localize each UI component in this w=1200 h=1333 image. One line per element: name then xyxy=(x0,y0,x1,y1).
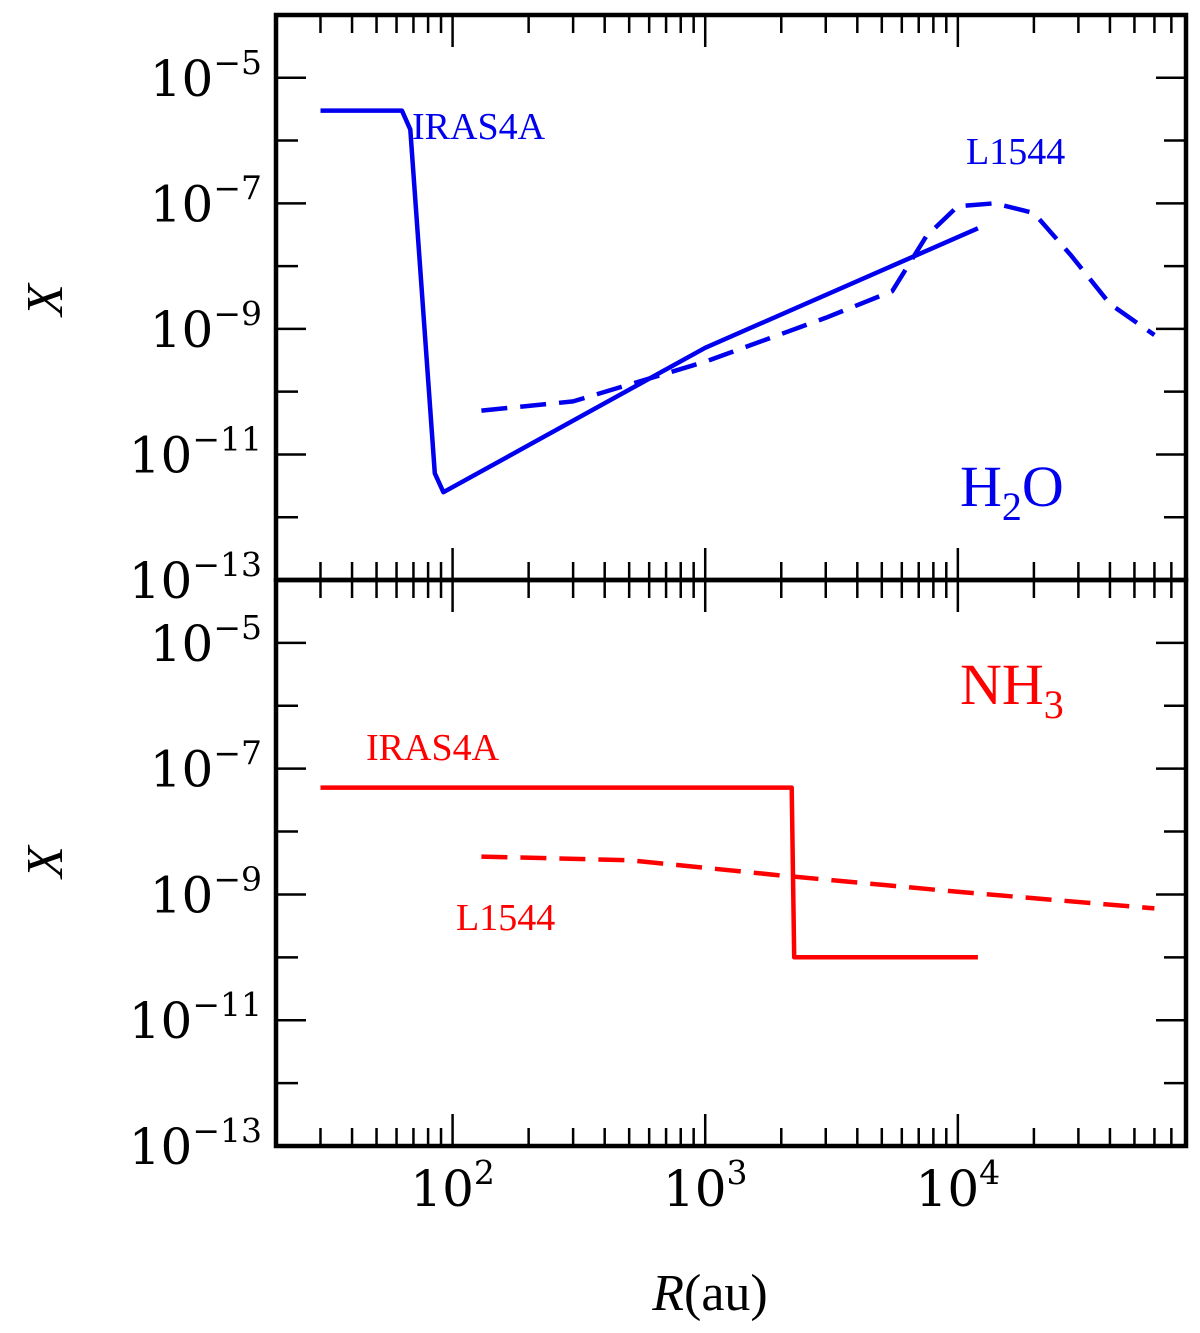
top-y-tick-label: 10−11 xyxy=(129,419,262,484)
nh3-l1544-label: L1544 xyxy=(456,897,555,939)
bottom-series-l1544 xyxy=(481,854,1155,911)
x-tick-label: 104 xyxy=(916,1153,1001,1218)
bottom-panel-series xyxy=(320,785,1155,960)
top-panel-series xyxy=(320,108,1156,495)
bottom-panel-y-tick-labels: 10−13 10−11 10−9 10−7 10−5 xyxy=(129,608,262,1176)
top-y-tick-label: 10−5 xyxy=(150,43,262,108)
h2o-species-label: H2O xyxy=(960,454,1064,529)
bottom-y-axis-label: X xyxy=(17,844,74,880)
nh3-iras4a-label: IRAS4A xyxy=(366,727,500,769)
h2o-iras4a-label: IRAS4A xyxy=(412,106,546,148)
x-axis-label: R(au) xyxy=(651,1265,767,1322)
top-y-tick-label: 10−13 xyxy=(129,545,262,610)
top-y-axis-label: X xyxy=(17,282,74,318)
bottom-panel-frame xyxy=(273,577,1189,1149)
bottom-series-iras4a xyxy=(320,785,978,960)
bottom-y-tick-label: 10−13 xyxy=(129,1111,262,1176)
top-panel-ticks xyxy=(274,13,1188,582)
top-y-tick-label: 10−9 xyxy=(150,294,262,359)
top-series-iras4a xyxy=(320,108,979,495)
x-tick-labels: 102 103 104 xyxy=(410,1153,1000,1218)
bottom-y-tick-label: 10−5 xyxy=(150,608,262,673)
nh3-species-label: NH3 xyxy=(960,652,1064,727)
top-y-tick-label: 10−7 xyxy=(150,168,262,233)
h2o-l1544-label: L1544 xyxy=(966,131,1065,173)
top-panel-y-tick-labels: 10−13 10−11 10−9 10−7 10−5 xyxy=(129,43,262,610)
x-tick-label: 102 xyxy=(410,1153,495,1218)
bottom-panel-ticks xyxy=(274,578,1188,1148)
x-tick-label: 103 xyxy=(663,1153,748,1218)
bottom-y-tick-label: 10−7 xyxy=(150,734,262,799)
bottom-y-tick-label: 10−11 xyxy=(129,985,262,1050)
bottom-y-tick-label: 10−9 xyxy=(150,859,262,924)
top-series-l1544 xyxy=(481,201,1156,413)
